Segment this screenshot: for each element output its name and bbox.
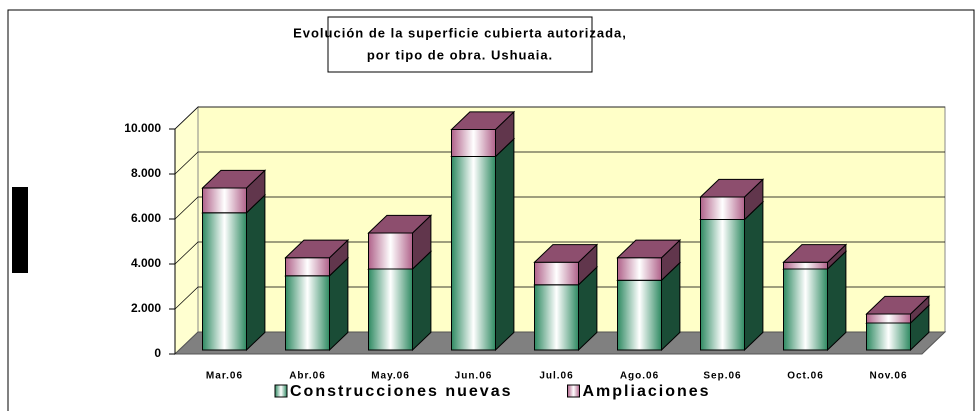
chart-subtitle: por tipo de obra. Ushuaia. [367, 47, 553, 62]
bar-front [202, 187, 247, 214]
bar-top [284, 239, 350, 259]
bar-front [368, 268, 413, 351]
bar-top [865, 295, 931, 315]
bar [782, 243, 848, 271]
legend-swatch [274, 384, 288, 398]
bar-front [700, 219, 745, 351]
bar-top [450, 111, 516, 130]
chart-title: Evolución de la superficie cubierta auto… [293, 25, 627, 40]
bar-front [617, 257, 662, 281]
bar [367, 214, 433, 271]
x-tick-label: May.06 [371, 371, 410, 382]
y-tick-label: 4.000 [131, 256, 161, 270]
title-box [327, 16, 593, 73]
x-tick-label: Oct.06 [787, 371, 824, 382]
bar-front [534, 261, 579, 286]
x-tick-label: Ago.06 [620, 371, 659, 382]
artifact [12, 187, 28, 273]
y-tick-label: 10.000 [124, 121, 161, 135]
x-tick-label: Jun.06 [455, 371, 493, 382]
bar-front [534, 284, 579, 351]
y-tick-label: 6.000 [131, 211, 161, 225]
legend-label: Construcciones nuevas [290, 383, 513, 400]
x-tick-label: Jul.06 [539, 371, 573, 382]
legend-swatch [567, 384, 580, 398]
grid-line [174, 106, 945, 130]
bar-front [451, 129, 496, 157]
bar-side [744, 200, 764, 352]
bar [533, 243, 599, 286]
bar-side [495, 137, 515, 352]
bar-top [616, 239, 682, 259]
frame [7, 9, 975, 411]
grid-line [174, 241, 945, 265]
y-tick-label: 8.000 [131, 166, 161, 180]
bar-front [617, 279, 662, 351]
bar-top [201, 169, 267, 189]
legend-label: Ampliaciones [583, 383, 711, 400]
bar-front [202, 212, 247, 351]
bar-side [246, 193, 266, 352]
bar [699, 200, 765, 352]
bar [450, 110, 516, 158]
bar-top [782, 244, 848, 263]
grid-line [174, 286, 945, 310]
bar-front [451, 156, 496, 351]
bar-front [285, 257, 330, 277]
bar-front [866, 313, 911, 324]
x-tick-label: Mar.06 [206, 371, 243, 382]
bar-front [368, 232, 413, 270]
grid-line [174, 151, 945, 175]
x-tick-label: Sep.06 [703, 371, 741, 382]
y-tick-label: 0 [154, 346, 161, 360]
bar-front [866, 322, 911, 351]
bar [201, 193, 267, 352]
bar-top [367, 214, 433, 234]
bar [865, 295, 931, 325]
bar [616, 238, 682, 282]
bar-front [700, 196, 745, 220]
bar [284, 238, 350, 277]
bar [201, 169, 267, 214]
x-tick-label: Abr.06 [289, 371, 326, 382]
bar-top [533, 244, 599, 263]
bar-top [699, 178, 765, 198]
bar [699, 178, 765, 221]
y-tick-label: 2.000 [131, 301, 161, 315]
grid-line [174, 196, 945, 220]
bar [450, 137, 516, 352]
bar-front [285, 275, 330, 351]
x-tick-label: Nov.06 [869, 371, 907, 382]
bar-front [783, 268, 828, 351]
bar-front [783, 261, 828, 270]
side-wall [174, 105, 199, 356]
